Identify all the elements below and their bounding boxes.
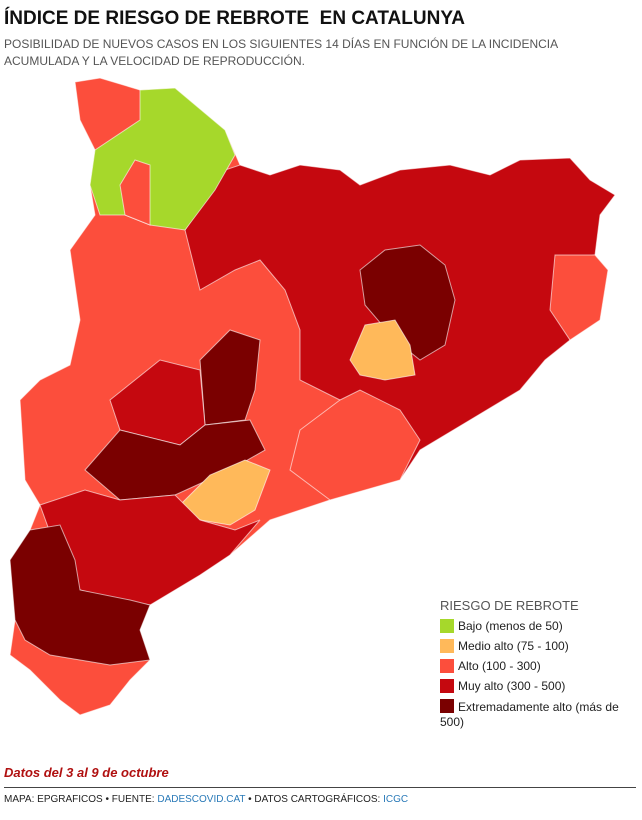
legend-item: Extremadamente alto (más de 500)	[440, 699, 630, 730]
legend-label: Medio alto (75 - 100)	[458, 639, 569, 653]
legend-label: Extremadamente alto (más de 500)	[440, 700, 619, 729]
credit: MAPA: EPGRAFICOS • FUENTE:	[4, 794, 158, 805]
legend-item: Muy alto (300 - 500)	[440, 679, 630, 694]
legend-label: Muy alto (300 - 500)	[458, 679, 566, 693]
cartography-link[interactable]: ICGC	[383, 794, 409, 805]
date-note: Datos del 3 al 9 de octubre	[4, 765, 169, 780]
cartography: • DATOS CARTOGRÁFICOS:	[245, 794, 384, 805]
legend-label: Bajo (menos de 50)	[458, 619, 563, 633]
legend-swatch	[440, 659, 454, 673]
subtitle: POSIBILIDAD DE NUEVOS CASOS EN LOS SIGUI…	[4, 37, 558, 68]
divider	[4, 787, 636, 788]
region	[179, 459, 271, 526]
legend-item: Bajo (menos de 50)	[440, 619, 630, 634]
title: ÍNDICE DE RIESGO DE REBROTE EN CATALUNYA	[4, 8, 465, 29]
legend-title: RIESGO DE REBROTE	[440, 598, 579, 613]
legend-swatch	[440, 639, 454, 653]
footer: MAPA: EPGRAFICOS • FUENTE: DADESCOVID.CA…	[4, 794, 408, 805]
region	[119, 159, 151, 226]
map	[9, 77, 616, 716]
region	[549, 254, 609, 341]
region	[9, 524, 151, 666]
legend-swatch	[440, 679, 454, 693]
source-link[interactable]: DADESCOVID.CAT	[157, 794, 246, 805]
legend: RIESGO DE REBROTE Bajo (menos de 50) Medi…	[440, 598, 630, 735]
legend-swatch	[440, 619, 454, 633]
legend-swatch	[440, 699, 454, 713]
legend-item: Alto (100 - 300)	[440, 659, 630, 674]
legend-item: Medio alto (75 - 100)	[440, 639, 630, 654]
region	[349, 319, 416, 381]
region	[289, 389, 421, 501]
legend-label: Alto (100 - 300)	[458, 659, 541, 673]
